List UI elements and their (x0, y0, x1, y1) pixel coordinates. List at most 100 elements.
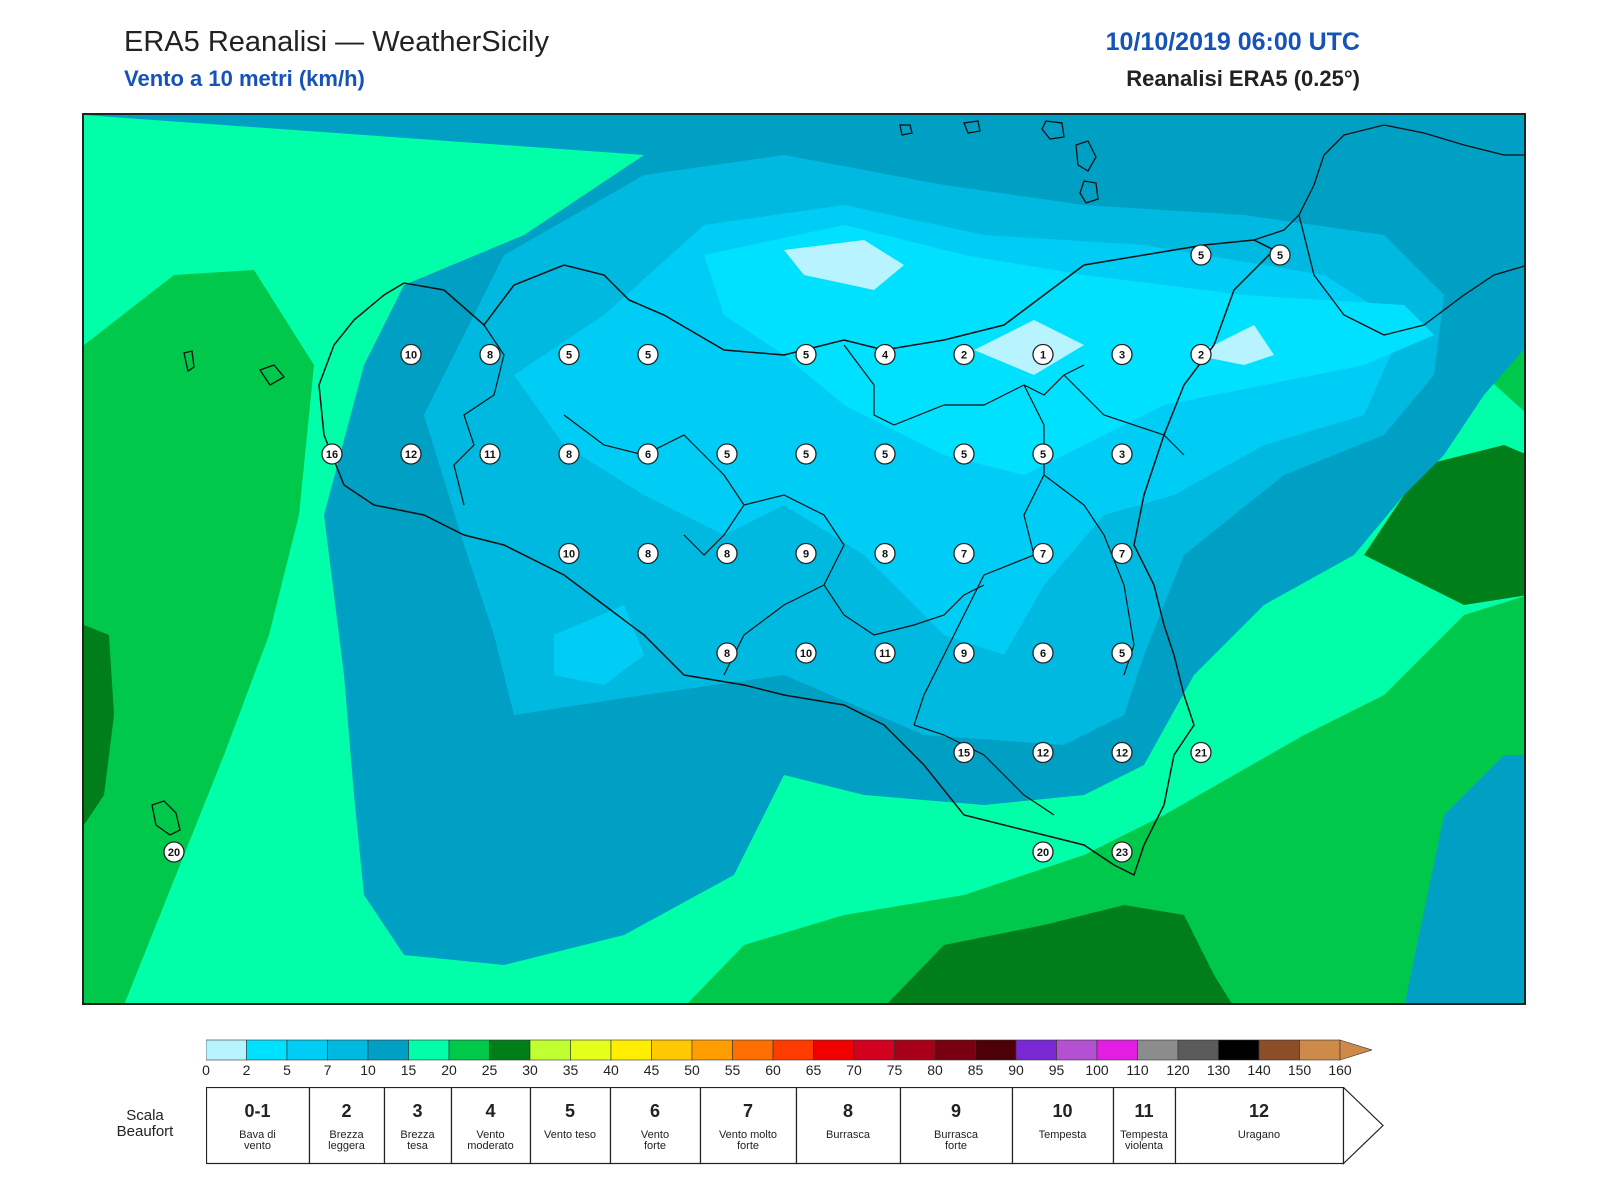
beaufort-number: 12 (1248, 1101, 1270, 1121)
wind-marker-value: 12 (1116, 748, 1128, 760)
wind-marker-circle (874, 343, 896, 366)
beaufort-description-line1: Burrasca (933, 1129, 979, 1141)
beaufort-description-line2: violenta (1125, 1140, 1163, 1152)
wind-value-markers: 5 510 8 5 5 5 4 2 1 3 216 12 11 8 6 5 5 5 5 5 310 8 8 9 8 7 7 78 10 1… (163, 244, 1291, 863)
wind-marker-circle (1190, 741, 1212, 764)
beaufort-cell-frame (529, 1087, 612, 1165)
colorbar-tick-label: 35 (562, 1062, 579, 1078)
beaufort-number: 3 (412, 1101, 423, 1121)
wind-marker-circle (1111, 741, 1133, 764)
beaufort-description-line1: Uragano (1237, 1129, 1281, 1141)
wind-marker-circle (795, 343, 817, 366)
beaufort-description: Uragano (1175, 1130, 1343, 1141)
egadi-island-favignana (258, 364, 285, 386)
colorbar-tick-label: 100 (1085, 1062, 1109, 1078)
wind-marker-value: 7 (1119, 549, 1125, 561)
beaufort-description: Brezza tesa (384, 1130, 451, 1152)
field-band-25-30-west (84, 625, 114, 825)
colorbar-extend-arrow (1339, 1039, 1372, 1061)
beaufort-cell-frame (1112, 1087, 1177, 1165)
beaufort-cell-frame (1011, 1087, 1115, 1165)
colorbar-tick-label: 60 (765, 1062, 781, 1078)
beaufort-cell-frame (899, 1087, 1014, 1165)
beaufort-cell: 7 Vento molto forte (700, 1087, 796, 1163)
wind-marker-value: 20 (1037, 847, 1049, 859)
lampedusa-island (151, 800, 181, 836)
wind-marker-circle (953, 443, 975, 465)
wind-marker-value: 16 (326, 449, 338, 461)
wind-marker-circle (1032, 542, 1054, 565)
colorbar-cell (1015, 1039, 1057, 1061)
field-band-5-7-south (554, 605, 644, 685)
wind-marker-value: 5 (961, 449, 967, 461)
colorbar-cell (489, 1039, 531, 1061)
beaufort-number: 4 (485, 1101, 496, 1121)
colorbar-cell (691, 1039, 733, 1061)
colorbar-cell (1056, 1039, 1098, 1061)
beaufort-number: 2 (341, 1101, 352, 1121)
beaufort-cell: 0-1 Bava di vento (206, 1087, 309, 1163)
wind-marker-value: 10 (800, 648, 812, 660)
wind-marker-value: 5 (645, 350, 651, 362)
wind-marker-value: 2 (961, 350, 967, 362)
beaufort-description: Tempesta (1012, 1130, 1113, 1141)
beaufort-cell: 4 Vento moderato (451, 1087, 530, 1163)
wind-marker-value: 8 (882, 549, 888, 561)
colorbar-tick-label: 80 (927, 1062, 943, 1078)
wind-marker-value: 8 (566, 449, 572, 461)
colorbar-tick-label: 95 (1048, 1062, 1065, 1078)
beaufort-extend-arrow (1342, 1087, 1384, 1165)
colorbar-cell (570, 1039, 612, 1061)
wind-marker-circle (1032, 443, 1054, 465)
wind-marker-circle (321, 443, 343, 465)
wind-marker-value: 5 (1198, 250, 1204, 262)
beaufort-cell: 11 Tempesta violenta (1113, 1087, 1175, 1163)
sicily-coastline (318, 239, 1276, 877)
colorbar-cell (246, 1039, 288, 1061)
wind-marker-value: 12 (1037, 748, 1049, 760)
wind-marker-circle (874, 443, 896, 465)
wind-marker-value: 6 (645, 449, 651, 461)
beaufort-cell: 8 Burrasca (796, 1087, 900, 1163)
wind-marker-value: 15 (958, 748, 970, 760)
beaufort-description: Burrasca forte (900, 1130, 1012, 1152)
colorbar-tick-label: 2 (242, 1062, 251, 1078)
wind-marker-value: 3 (1119, 350, 1125, 362)
colorbar-cell (1137, 1039, 1179, 1061)
beaufort-description-line2: forte (643, 1140, 666, 1152)
beaufort-cell: 3 Brezza tesa (384, 1087, 451, 1163)
colorbar-tick-label: 150 (1287, 1062, 1312, 1078)
beaufort-number: 10 (1052, 1101, 1073, 1121)
beaufort-label-line1: Scala (126, 1107, 164, 1124)
colorbar-tick-label: 70 (846, 1062, 862, 1078)
colorbar-cell (732, 1039, 774, 1061)
aeolian-island-1 (963, 120, 981, 134)
colorbar-tick-label: 75 (886, 1062, 903, 1078)
colorbar-cell (934, 1039, 976, 1061)
wind-marker-value: 23 (1116, 847, 1128, 859)
beaufort-description: Bava di vento (206, 1130, 309, 1152)
beaufort-cell-frame (450, 1087, 532, 1165)
beaufort-description-line1: Vento (476, 1129, 505, 1141)
beaufort-description-line1: Vento teso (544, 1129, 596, 1141)
wind-marker-value: 21 (1195, 748, 1207, 760)
wind-marker-circle (1111, 542, 1133, 565)
beaufort-description-line1: Burrasca (825, 1129, 871, 1141)
wind-marker-value: 6 (1040, 648, 1046, 660)
wind-marker-value: 5 (1040, 449, 1046, 461)
wind-marker-value: 5 (1277, 250, 1283, 262)
wind-marker-value: 5 (724, 449, 730, 461)
wind-marker-value: 3 (1119, 449, 1125, 461)
beaufort-description: Brezza leggera (309, 1130, 384, 1152)
colorbar-tick-label: 65 (805, 1062, 822, 1078)
beaufort-description: Vento teso (530, 1130, 610, 1141)
aeolian-island-3 (1075, 140, 1097, 172)
beaufort-cell-frame (795, 1087, 902, 1165)
beaufort-cell-frame (1174, 1087, 1345, 1165)
beaufort-description-line2: moderato (467, 1140, 514, 1152)
colorbar (206, 1039, 1372, 1061)
colorbar-tick-label: 130 (1206, 1062, 1231, 1078)
colorbar-cell (853, 1039, 895, 1061)
wind-marker-value: 5 (803, 350, 809, 362)
wind-marker-circle (400, 343, 422, 366)
